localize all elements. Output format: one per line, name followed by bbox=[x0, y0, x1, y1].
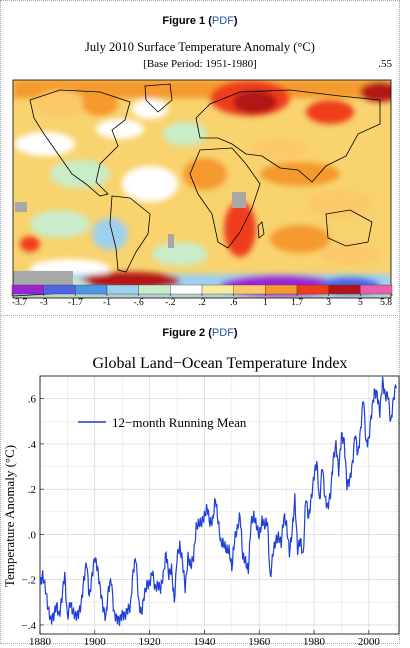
temperature-index-chart: Global Land−Ocean Temperature Index Temp… bbox=[2, 355, 400, 646]
legend-tick-labels: -3.7 -3 -1.7 -1 -.6 -.2 .2 .6 1 1.7 3 5 5.8 bbox=[11, 294, 393, 308]
legend-tick-label-2: -1.7 bbox=[68, 298, 83, 308]
x-tick-label-1: 1900 bbox=[84, 636, 107, 646]
legend-swatch-4 bbox=[138, 284, 171, 295]
legend-series-label: 12−month Running Mean bbox=[112, 415, 247, 430]
x-tick-label-0: 1880 bbox=[29, 636, 52, 646]
legend-swatch-10 bbox=[328, 284, 361, 295]
legend-tick-label-4: -.6 bbox=[134, 298, 145, 308]
line-chart-ylabel: Temperature Anomaly (°C) bbox=[2, 445, 17, 587]
legend-tick-label-6: .2 bbox=[198, 298, 205, 308]
line-chart-legend: 12−month Running Mean bbox=[78, 415, 247, 430]
legend-swatch-2 bbox=[75, 284, 108, 295]
figure2-open-paren: ( bbox=[208, 327, 212, 339]
legend-tick-label-7: .6 bbox=[230, 298, 237, 308]
y-tick-labels: −.4 −.2 .0 .2 .4 .6 bbox=[22, 394, 37, 632]
legend-swatch-6 bbox=[201, 284, 234, 295]
map-global-mean: .55 bbox=[378, 58, 392, 70]
figure1-label: Figure 1 (PDF) bbox=[0, 15, 400, 27]
y-tick-label-2: .0 bbox=[28, 529, 37, 541]
x-tick-label-4: 1960 bbox=[248, 636, 271, 646]
legend-swatch-0 bbox=[11, 284, 44, 295]
legend-tick-label-8: 1 bbox=[263, 298, 268, 308]
x-tick-label-6: 2000 bbox=[358, 636, 381, 646]
legend-tick-label-9: 1.7 bbox=[291, 298, 303, 308]
legend-tick-label-3: -1 bbox=[103, 298, 111, 308]
map-border bbox=[12, 79, 392, 299]
anomaly-field bbox=[13, 80, 391, 298]
legend-tick-label-10: 3 bbox=[326, 298, 331, 308]
x-tick-label-3: 1940 bbox=[193, 636, 216, 646]
map-subtitle: [Base Period: 1951-1980] bbox=[143, 58, 257, 70]
figure2-pdf-link[interactable]: PDF bbox=[211, 327, 234, 339]
legend-swatch-5 bbox=[170, 284, 203, 295]
legend-swatch-11 bbox=[360, 284, 393, 295]
legend-tick-label-12: 5.8 bbox=[380, 298, 392, 308]
figure1-pdf-link[interactable]: PDF bbox=[211, 15, 234, 27]
legend-swatch-9 bbox=[296, 284, 329, 295]
legend-swatch-8 bbox=[265, 284, 298, 295]
line-chart-title: Global Land−Ocean Temperature Index bbox=[92, 355, 347, 372]
figure2-close-paren: ) bbox=[233, 327, 238, 339]
figure2-label: Figure 2 (PDF) bbox=[0, 327, 400, 339]
y-tick-label-0: −.4 bbox=[22, 620, 37, 632]
x-tick-label-5: 1980 bbox=[303, 636, 326, 646]
y-tick-label-3: .2 bbox=[28, 484, 36, 496]
figure-divider bbox=[0, 315, 400, 316]
temperature-anomaly-map: July 2010 Surface Temperature Anomaly (°… bbox=[11, 40, 393, 308]
x-tick-labels: 1880 1900 1920 1940 1960 1980 2000 bbox=[29, 636, 380, 646]
series-running-mean-line bbox=[39, 376, 397, 627]
legend-tick-label-11: 5 bbox=[358, 298, 363, 308]
legend-tick-label-0: -3.7 bbox=[12, 298, 27, 308]
legend-swatch-3 bbox=[106, 284, 139, 295]
legend-swatch-7 bbox=[233, 284, 266, 295]
color-legend bbox=[11, 284, 393, 295]
x-tick-label-2: 1920 bbox=[139, 636, 162, 646]
page-frame bbox=[0, 0, 400, 644]
map-title: July 2010 Surface Temperature Anomaly (°… bbox=[85, 40, 315, 54]
y-tick-label-4: .4 bbox=[28, 439, 37, 451]
legend-swatch-1 bbox=[43, 284, 76, 295]
plot-frame bbox=[39, 375, 400, 635]
figure1-close-paren: ) bbox=[233, 15, 238, 27]
figure2-title: Figure 2 bbox=[162, 327, 206, 339]
figure1-open-paren: ( bbox=[208, 15, 212, 27]
legend-tick-label-1: -3 bbox=[40, 298, 48, 308]
y-tick-label-1: −.2 bbox=[22, 575, 36, 587]
figure1-title: Figure 1 bbox=[162, 15, 206, 27]
legend-tick-label-5: -.2 bbox=[165, 298, 176, 308]
y-tick-label-5: .6 bbox=[28, 394, 37, 406]
